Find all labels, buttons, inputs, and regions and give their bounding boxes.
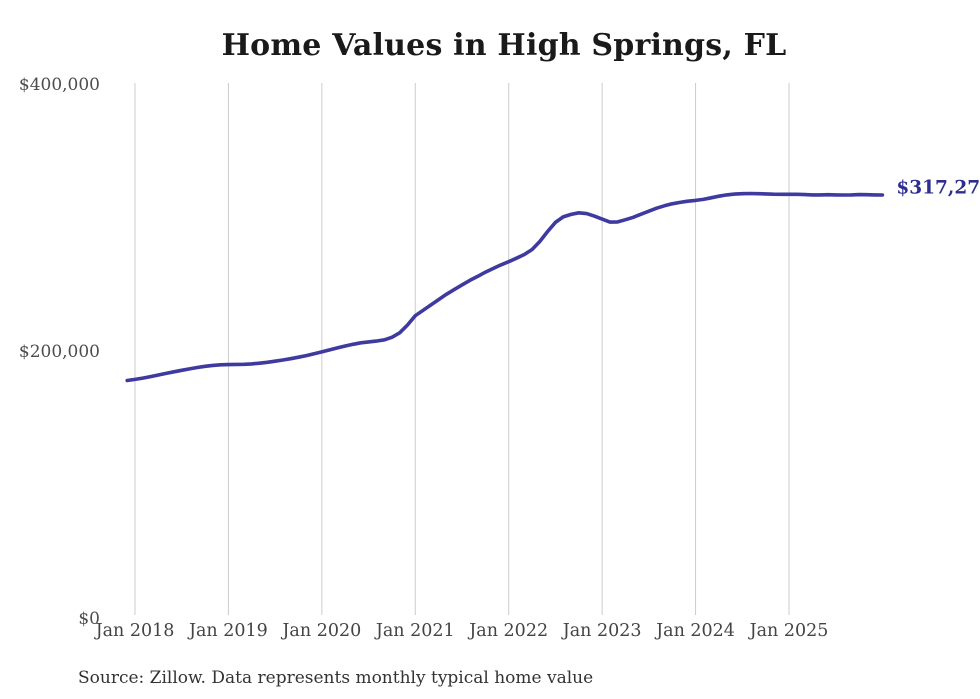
x-tick-label: Jan 2022 (469, 621, 549, 641)
home-value-line (125, 191, 885, 383)
x-tick-label: Jan 2019 (188, 621, 268, 641)
vertical-gridlines (134, 83, 790, 615)
x-tick-label: Jan 2023 (562, 621, 642, 641)
x-tick-label: Jan 2024 (656, 621, 735, 641)
end-value-label: $317,275 (896, 177, 980, 199)
y-tick-label: $200,000 (18, 341, 100, 362)
y-tick-label: $400,000 (18, 74, 100, 95)
y-tick-label: $0 (78, 609, 100, 629)
x-tick-label: Jan 2018 (95, 621, 175, 641)
x-tick-label: Jan 2025 (749, 621, 829, 641)
x-tick-label: Jan 2020 (282, 621, 362, 641)
chart-title: Home Values in High Springs, FL (221, 28, 787, 63)
x-tick-label: Jan 2021 (375, 621, 455, 641)
source-note: Source: Zillow. Data represents monthly … (78, 668, 594, 688)
